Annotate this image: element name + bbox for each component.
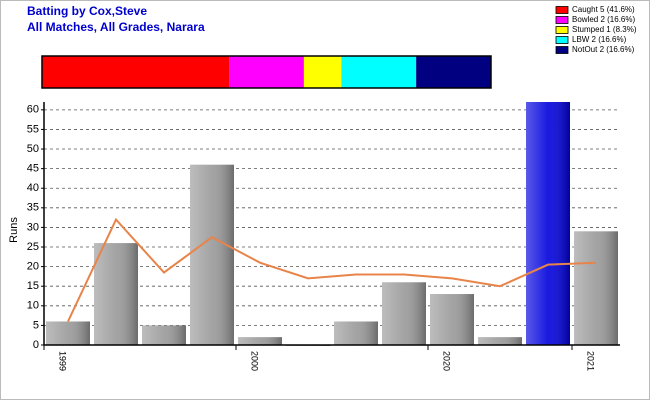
legend-swatch xyxy=(555,26,569,34)
y-tick-label: 60 xyxy=(27,104,39,116)
legend-swatch xyxy=(555,6,569,14)
dismissal-segment xyxy=(416,56,491,88)
legend-label: Caught 5 (41.6%) xyxy=(572,5,635,14)
y-tick-label: 45 xyxy=(27,163,39,175)
x-tick-label: 2020 xyxy=(442,351,452,371)
y-tick-label: 50 xyxy=(27,143,39,155)
average-line xyxy=(67,217,597,322)
legend-label: LBW 2 (16.6%) xyxy=(572,35,627,44)
dismissal-segment xyxy=(229,56,304,88)
y-tick-label: 5 xyxy=(33,319,39,331)
y-tick-label: 25 xyxy=(27,241,39,253)
y-tick-label: 35 xyxy=(27,202,39,214)
bar-shade xyxy=(142,325,186,345)
bar-shade xyxy=(46,321,90,345)
bar-shade xyxy=(238,337,282,345)
y-tick-label: 55 xyxy=(27,123,39,135)
bar-shade xyxy=(382,282,426,345)
x-tick-label: 2000 xyxy=(250,351,260,371)
bar-shade xyxy=(478,337,522,345)
x-tick-label: 2021 xyxy=(586,351,596,371)
y-tick-label: 30 xyxy=(27,221,39,233)
chart-title: Batting by Cox,Steve xyxy=(27,4,147,18)
y-tick-label: 0 xyxy=(33,339,39,351)
bar-shade xyxy=(574,231,618,345)
y-tick-label: 15 xyxy=(27,280,39,292)
bar-shade xyxy=(430,294,474,345)
legend-label: Stumped 1 (8.3%) xyxy=(572,25,637,34)
x-tick-label: 1999 xyxy=(58,351,68,371)
y-tick-label: 20 xyxy=(27,261,39,273)
y-tick-label: 10 xyxy=(27,300,39,312)
legend-swatch xyxy=(555,16,569,24)
bar-shade xyxy=(526,102,570,345)
legend-swatch xyxy=(555,36,569,44)
dismissal-bar-border xyxy=(41,55,492,89)
y-axis-label: Runs xyxy=(8,217,20,243)
bar-shade xyxy=(94,243,138,345)
bar-shade xyxy=(334,321,378,345)
chart-subtitle: All Matches, All Grades, Narara xyxy=(27,20,205,34)
legend-label: NotOut 2 (16.6%) xyxy=(572,45,635,54)
dismissal-segment xyxy=(303,56,342,88)
bar-shade xyxy=(190,164,234,345)
legend-label: Bowled 2 (16.6%) xyxy=(572,15,635,24)
y-tick-label: 40 xyxy=(27,182,39,194)
dismissal-segment xyxy=(42,56,230,88)
dismissal-segment xyxy=(341,56,417,88)
legend-swatch xyxy=(555,46,569,54)
